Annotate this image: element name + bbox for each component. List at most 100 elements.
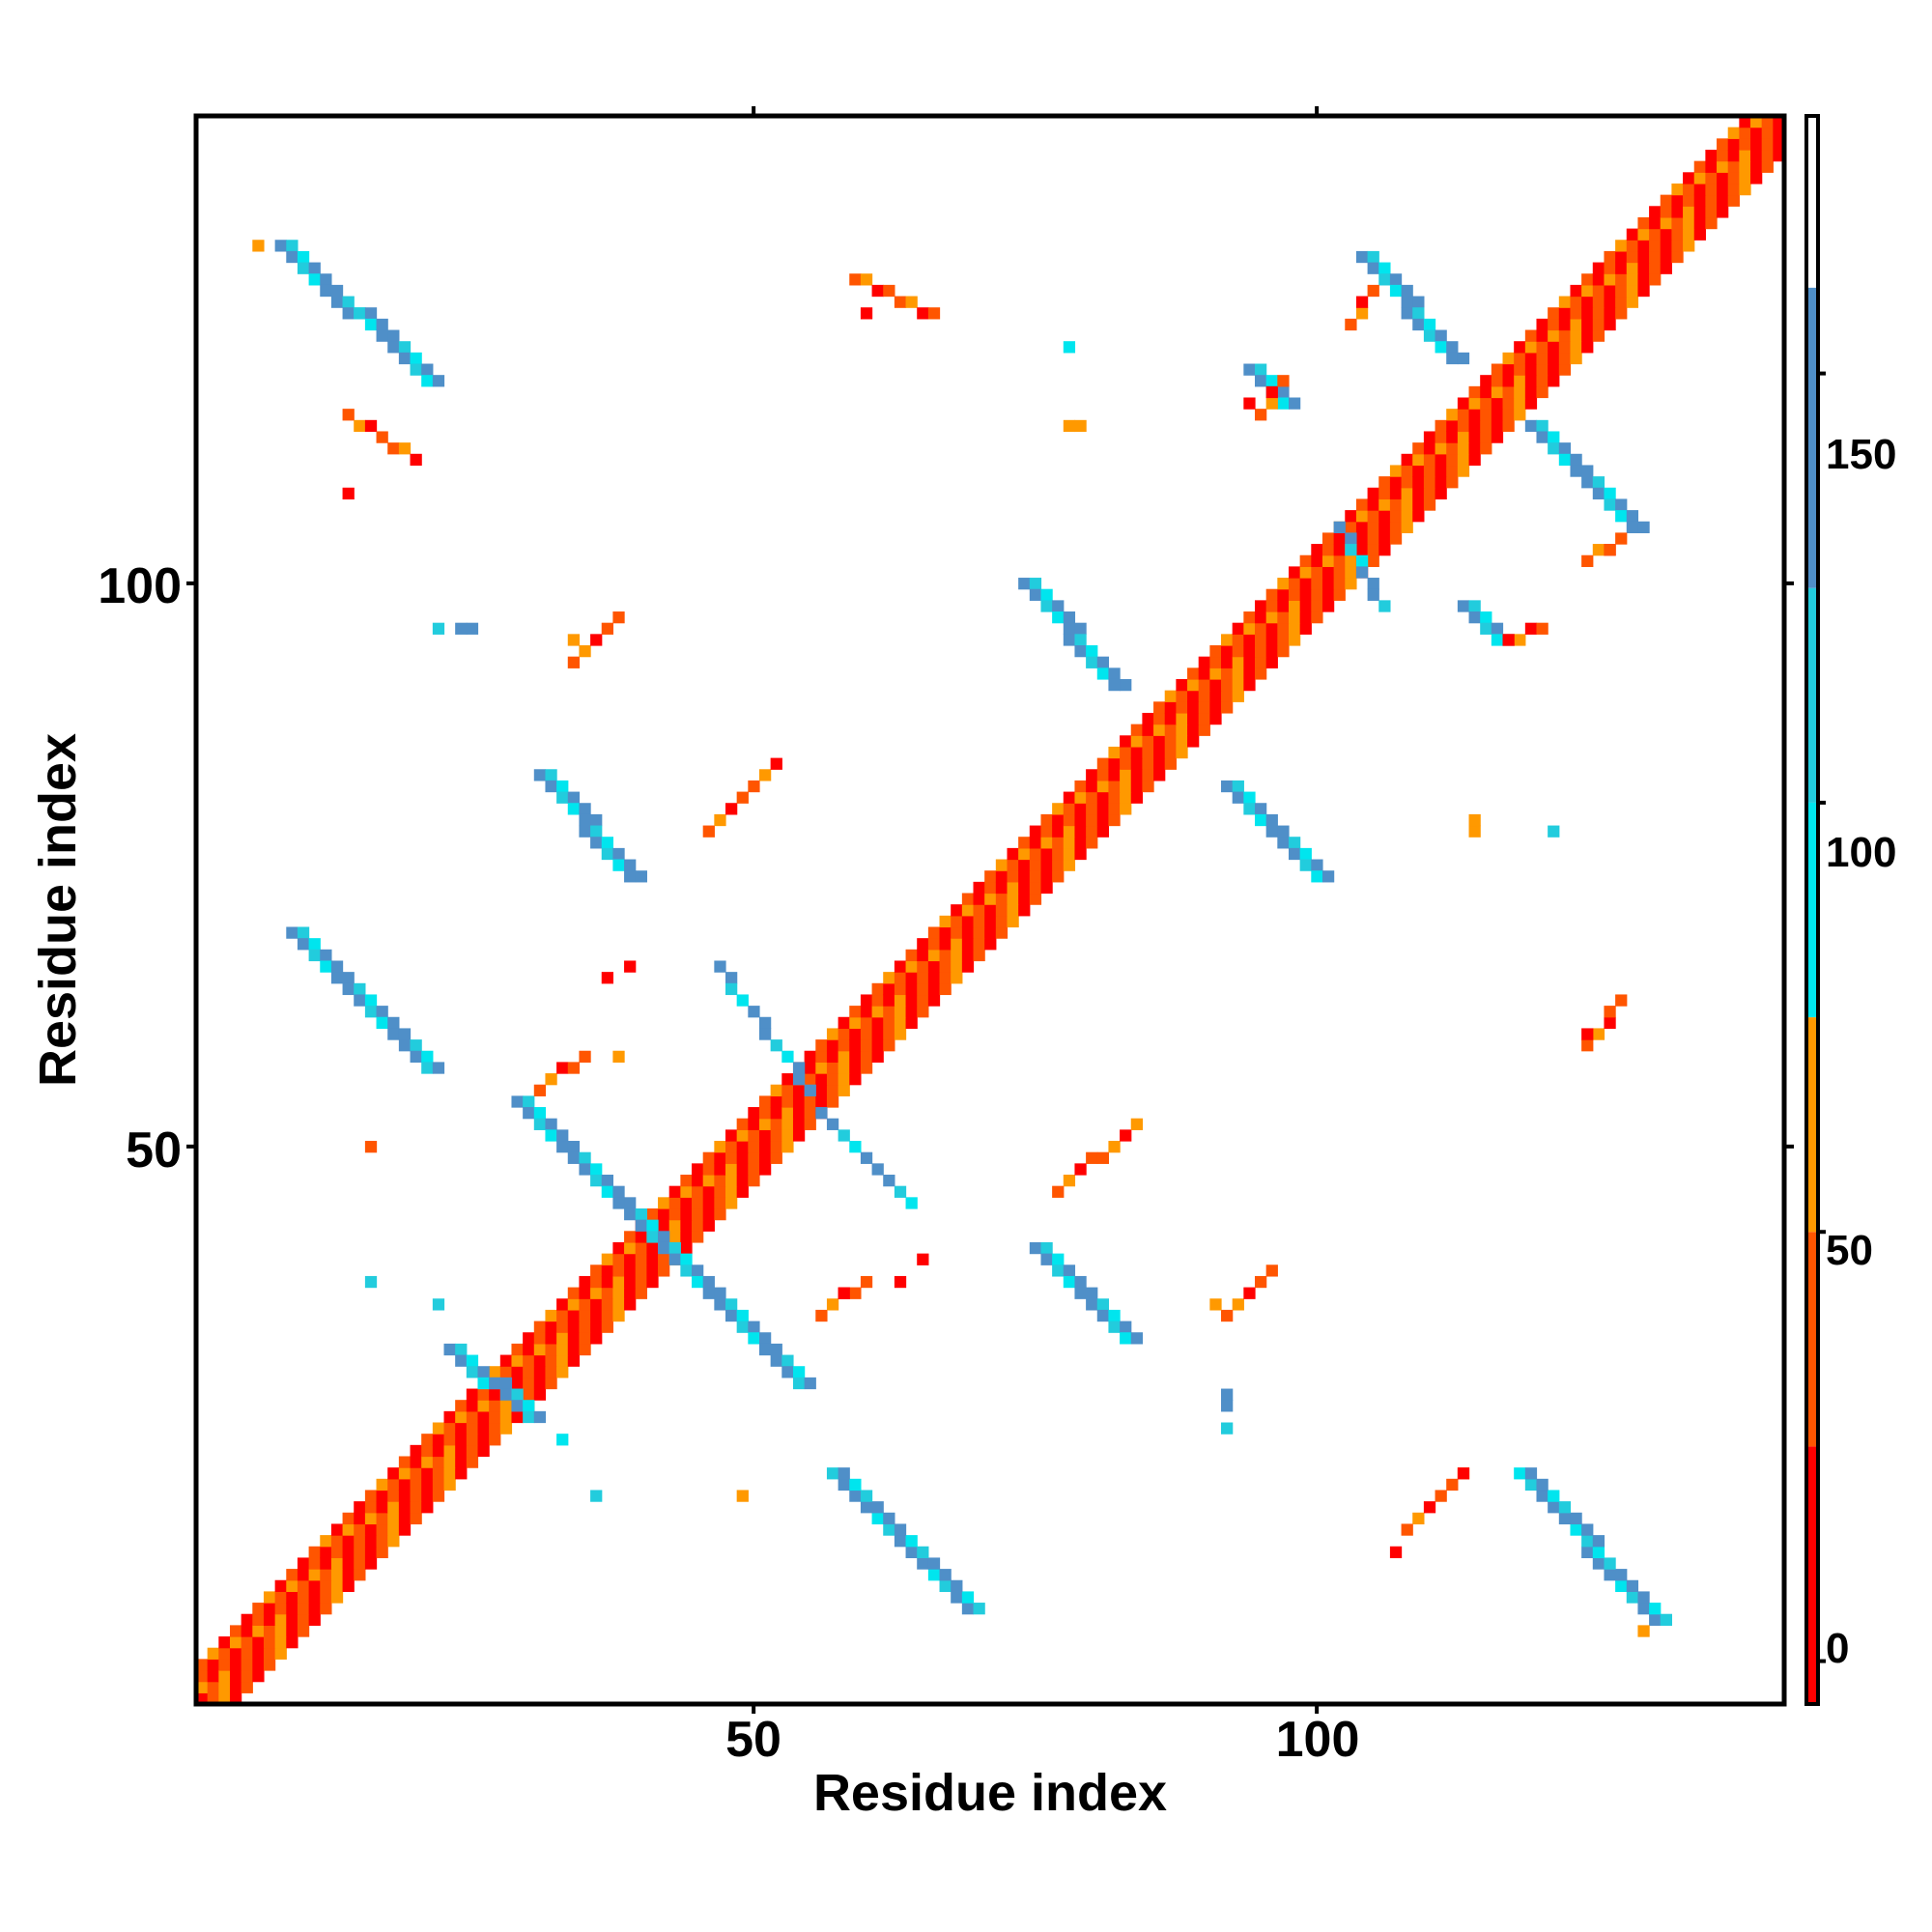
diagonal-band-cell: [702, 1185, 715, 1198]
diagonal-band-cell: [1412, 453, 1425, 467]
diagonal-band-cell: [252, 1659, 265, 1671]
diagonal-band-cell: [1096, 769, 1110, 781]
diagonal-band-cell: [252, 1636, 265, 1649]
diagonal-band-cell: [624, 1287, 637, 1299]
diagonal-band-cell: [601, 1275, 613, 1289]
sheet-5b-cell: [1130, 1332, 1143, 1345]
sheet-1a-cell: [376, 318, 388, 331]
contact-point: [1468, 813, 1481, 827]
diagonal-band-cell: [1086, 803, 1098, 815]
diagonal-band-cell: [274, 1603, 287, 1615]
x-tick-label-100: 100: [1276, 1712, 1360, 1768]
contact-r11-cell: [1345, 318, 1357, 331]
helix-contact-b-cell: [905, 1197, 918, 1209]
diagonal-band-cell: [1311, 588, 1323, 601]
diagonal-band-cell: [1333, 544, 1346, 556]
diagonal-band-cell: [770, 1141, 782, 1153]
sheet-2b-cell: [838, 1467, 850, 1480]
diagonal-band-cell: [567, 1332, 581, 1345]
diagonal-band-cell: [1052, 859, 1065, 871]
diagonal-band-cell: [601, 1298, 613, 1311]
diagonal-band-cell: [1660, 250, 1672, 264]
diagonal-band-cell: [995, 904, 1009, 917]
diagonal-band-cell: [1108, 803, 1121, 815]
sheet-6b-cell: [1558, 453, 1572, 467]
diagonal-band-cell: [1727, 183, 1740, 196]
diagonal-band-cell: [545, 1354, 557, 1367]
diagonal-band-cell: [1457, 442, 1470, 455]
diagonal-band-cell: [995, 881, 1009, 895]
sheet-6b-cell: [1548, 431, 1560, 443]
diagonal-band-cell: [1040, 859, 1053, 871]
diagonal-band-cell: [1480, 409, 1492, 421]
diagonal-band-cell: [770, 1151, 782, 1164]
diagonal-band-cell: [826, 1084, 839, 1096]
diagonal-band-cell: [1187, 701, 1200, 714]
sheet-5a-cell: [1029, 578, 1042, 590]
diagonal-band-cell: [668, 1197, 681, 1209]
diagonal-band-cell: [229, 1670, 242, 1683]
diagonal-band-cell: [1299, 588, 1312, 601]
sheet-5b-cell: [1040, 1253, 1053, 1265]
contact-point: [1221, 1388, 1234, 1401]
diagonal-band-cell: [871, 994, 884, 1007]
diagonal-band-cell: [1265, 634, 1278, 646]
diagonal-band-cell: [680, 1219, 693, 1232]
contact-point: [432, 1298, 445, 1311]
helix-contact-a-cell: [792, 1062, 806, 1074]
sheet-5b-cell: [1108, 1321, 1121, 1333]
sheet-6b-cell: [1615, 498, 1628, 511]
diagonal-band-cell: [533, 1321, 547, 1333]
diagonal-band-cell: [354, 1523, 366, 1536]
diagonal-band-cell: [1649, 216, 1662, 230]
contact-r2-cell: [364, 419, 378, 433]
diagonal-band-cell: [635, 1264, 647, 1277]
sheet-6a-cell: [1401, 307, 1413, 320]
diagonal-band-cell: [1581, 318, 1594, 331]
sheet-1b-cell: [1558, 1512, 1572, 1525]
diagonal-band-cell: [1086, 769, 1098, 781]
sheet-4b-cell: [1277, 837, 1290, 849]
diagonal-band-cell: [410, 1444, 422, 1458]
diagonal-band-cell: [635, 1287, 647, 1299]
helix-contact-a-cell: [725, 972, 738, 984]
diagonal-band-cell: [1649, 262, 1662, 274]
diagonal-band-cell: [635, 1241, 647, 1255]
contact-r5-cell: [545, 1073, 557, 1086]
sheet-6a-cell: [1435, 341, 1447, 354]
diagonal-band-cell: [1671, 250, 1684, 264]
sheet-1a-cell: [421, 375, 434, 387]
diagonal-band-cell: [432, 1478, 445, 1492]
diagonal-band-cell: [1705, 206, 1718, 218]
diagonal-band-cell: [308, 1546, 321, 1559]
diagonal-band-cell: [714, 1141, 726, 1153]
diagonal-band-cell: [1524, 352, 1538, 365]
sheet-3a-cell: [635, 1219, 647, 1232]
diagonal-band-cell: [477, 1444, 490, 1458]
contact-r10-cell: [1604, 1006, 1616, 1018]
diagonal-band-cell: [849, 1028, 862, 1040]
sheet-6b-cell: [1558, 442, 1572, 455]
diagonal-band-cell: [330, 1591, 344, 1604]
diagonal-band-cell: [1120, 803, 1132, 815]
diagonal-band-cell: [1029, 870, 1042, 883]
diagonal-band-cell: [320, 1603, 332, 1615]
sheet-2a-cell: [354, 994, 366, 1007]
diagonal-band-cell: [1649, 206, 1662, 218]
diagonal-band-cell: [758, 1151, 772, 1164]
contact-r4-cell: [758, 769, 772, 781]
diagonal-band-cell: [961, 926, 975, 939]
diagonal-band-cell: [432, 1422, 445, 1435]
diagonal-band-cell: [905, 949, 918, 962]
diagonal-band-cell: [466, 1422, 479, 1435]
helix-contact-f-cell: [443, 1343, 456, 1356]
diagonal-band-cell: [533, 1332, 547, 1345]
diagonal-band-cell: [635, 1231, 647, 1243]
contact-r9-cell: [1446, 1478, 1459, 1492]
diagonal-band-cell: [1626, 296, 1639, 308]
diagonal-band-cell: [624, 1275, 637, 1289]
sheet-4b-cell: [1299, 859, 1312, 871]
diagonal-band-cell: [1626, 284, 1639, 298]
diagonal-band-cell: [1570, 352, 1582, 365]
helix-contact-a-cell: [781, 1050, 794, 1063]
